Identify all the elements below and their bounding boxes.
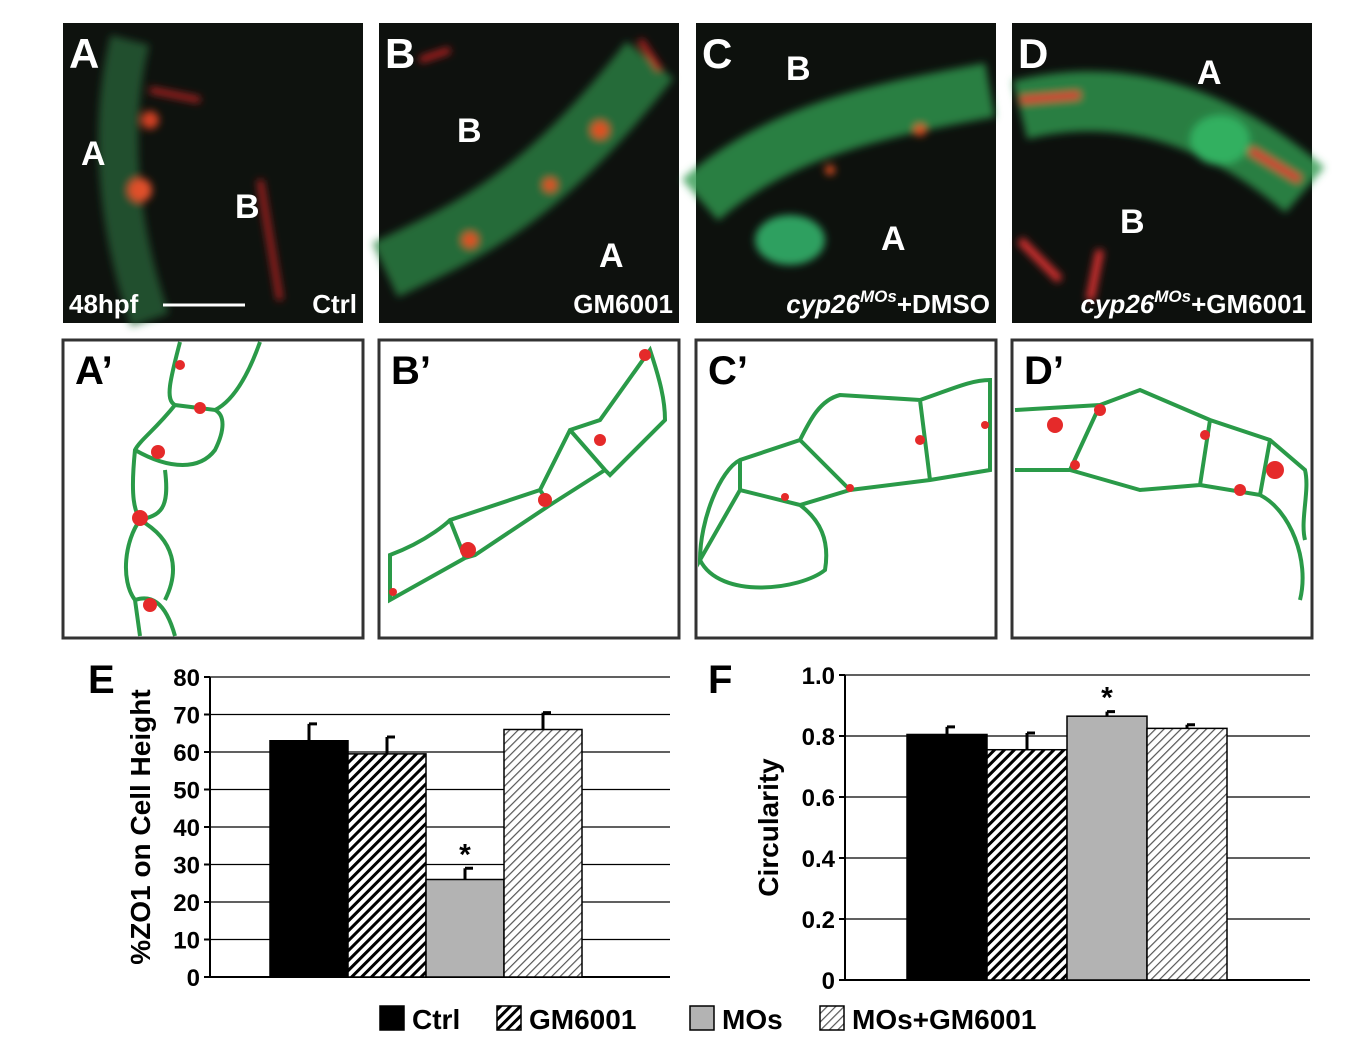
error-bar <box>541 711 551 730</box>
panel-letter: A <box>69 30 99 77</box>
superscript: MOs <box>860 287 897 306</box>
panel-label: F <box>708 658 732 702</box>
bar <box>986 748 1068 981</box>
y-tick-label: 30 <box>173 853 200 880</box>
bar <box>347 753 427 978</box>
y-tick-label: 0 <box>822 968 835 995</box>
legend-label: MOs+GM6001 <box>852 1004 1036 1035</box>
gene: cyp26 <box>1081 289 1155 319</box>
legend-swatch <box>819 1005 845 1031</box>
staining <box>681 62 995 265</box>
y-tick-label: 0 <box>187 965 200 992</box>
panel-label: E <box>88 658 115 702</box>
condition-label: cyp26MOs+GM6001 <box>1081 287 1306 319</box>
tracing-frame <box>61 338 365 640</box>
y-tick-label: 20 <box>173 890 200 917</box>
condition-label: cyp26MOs+DMSO <box>786 287 990 319</box>
error-bar <box>1105 710 1115 717</box>
staining <box>1012 71 1325 301</box>
y-tick-label: 1.0 <box>802 663 835 690</box>
y-tick-label: 50 <box>173 778 200 805</box>
bar <box>503 728 583 978</box>
region-label: B <box>235 188 260 226</box>
condition-label: GM6001 <box>573 289 673 319</box>
significance-marker: * <box>459 838 471 871</box>
tracing-letter: B’ <box>391 349 431 393</box>
region-label: B <box>786 50 811 88</box>
region-label: B <box>1120 203 1145 241</box>
condition-label: Ctrl <box>312 289 357 319</box>
y-tick-label: 0.4 <box>802 846 836 873</box>
tracing-letter: D’ <box>1024 349 1064 393</box>
cell-outlines <box>123 341 1309 637</box>
y-tick-label: 60 <box>173 740 200 767</box>
region-label: A <box>599 237 624 275</box>
y-tick-label: 10 <box>173 928 200 955</box>
treatment: GM6001 <box>573 289 673 319</box>
y-tick-label: 40 <box>173 815 200 842</box>
tracings <box>61 338 1314 640</box>
panel-letter: C <box>702 30 732 77</box>
bar <box>269 740 349 978</box>
zo1-dots <box>132 349 1284 612</box>
treatment: +GM6001 <box>1191 289 1306 319</box>
y-axis-label: Circularity <box>753 758 784 897</box>
bar <box>1066 715 1148 981</box>
y-tick-label: 0.6 <box>802 785 835 812</box>
superscript: MOs <box>1154 287 1191 306</box>
legend-swatch <box>689 1005 715 1031</box>
bar <box>425 878 505 978</box>
bar <box>1146 727 1228 981</box>
legend-swatch <box>379 1005 405 1031</box>
error-bar <box>1025 731 1035 750</box>
legend-swatch <box>496 1005 522 1031</box>
tracing-letter: C’ <box>708 349 748 393</box>
significance-marker: * <box>1101 682 1113 715</box>
staining <box>98 35 283 327</box>
tracing-frame <box>377 338 681 640</box>
error-bar <box>463 866 473 880</box>
staining <box>372 38 674 298</box>
y-tick-label: 80 <box>173 665 200 692</box>
bar <box>906 733 988 981</box>
tracing-letter: A’ <box>75 349 113 393</box>
stage-label: 48hpf <box>69 289 139 319</box>
region-label: B <box>457 112 482 150</box>
panel-letter: B <box>385 30 415 77</box>
region-label: A <box>881 220 906 258</box>
treatment: +DMSO <box>897 289 990 319</box>
micrographs <box>63 23 1325 327</box>
error-bar <box>945 725 955 735</box>
region-label: A <box>81 135 106 173</box>
y-axis-label: %ZO1 on Cell Height <box>125 689 156 964</box>
legend-label: GM6001 <box>529 1004 636 1035</box>
error-bar <box>1185 723 1195 729</box>
treatment: Ctrl <box>312 289 357 319</box>
y-tick-label: 0.2 <box>802 907 835 934</box>
y-tick-label: 70 <box>173 703 200 730</box>
error-bar <box>307 722 317 741</box>
panel-letter: D <box>1018 30 1048 77</box>
legend-label: MOs <box>722 1004 783 1035</box>
legend-label: Ctrl <box>412 1004 460 1035</box>
error-bar <box>385 735 395 754</box>
y-tick-label: 0.8 <box>802 724 835 751</box>
gene: cyp26 <box>786 289 860 319</box>
region-label: A <box>1197 54 1222 92</box>
